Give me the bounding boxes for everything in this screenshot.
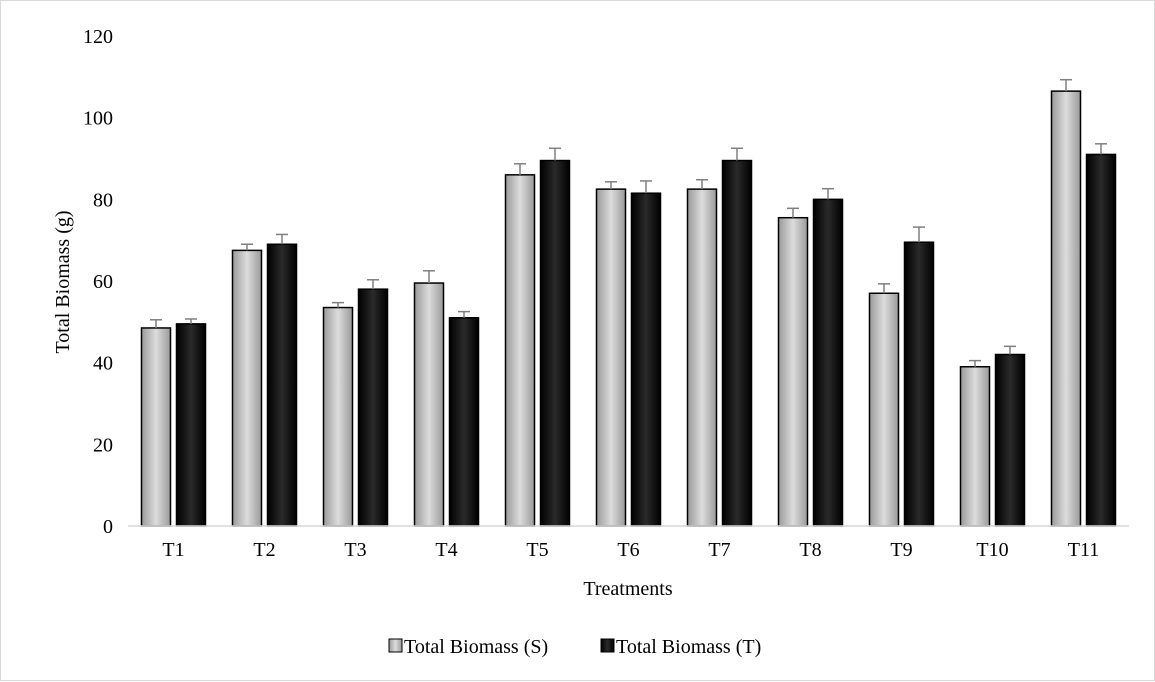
- x-tick-label: T7: [708, 539, 730, 561]
- bar-t-t7: [721, 159, 753, 527]
- y-tick-label: 20: [93, 434, 113, 456]
- y-tick-label: 60: [93, 271, 113, 293]
- legend-swatch-s: [388, 638, 403, 653]
- bar-s-t5: [504, 174, 536, 527]
- legend-swatch-t: [600, 638, 615, 653]
- bar-s-t3: [322, 306, 354, 527]
- bar-s-t2: [231, 249, 263, 527]
- bar-t-t3: [357, 288, 389, 527]
- x-tick-label: T6: [617, 539, 639, 561]
- bar-t-t5: [539, 159, 571, 527]
- bar-t-t2: [266, 243, 298, 527]
- x-axis-ticks: T1 T2 T3 T4 T5 T6 T7 T8 T9 T10 T11: [162, 539, 1099, 561]
- y-tick-label: 100: [83, 108, 113, 130]
- bars-layer: [140, 90, 1117, 527]
- y-axis-ticks: 0 20 40 60 80 100 120: [83, 26, 113, 538]
- bar-s-t4: [413, 282, 445, 527]
- bar-s-t1: [140, 327, 172, 527]
- x-tick-label: T4: [435, 539, 457, 561]
- y-tick-label: 80: [93, 189, 113, 211]
- bar-s-t8: [777, 216, 809, 527]
- x-tick-label: T9: [890, 539, 912, 561]
- bar-s-t6: [595, 188, 627, 527]
- bar-s-t7: [686, 188, 718, 527]
- legend: Total Biomass (S) Total Biomass (T): [388, 636, 761, 658]
- x-axis-title: Treatments: [583, 578, 672, 600]
- x-tick-label: T2: [253, 539, 275, 561]
- bar-t-t10: [994, 353, 1026, 527]
- bar-s-t11: [1050, 90, 1082, 527]
- y-tick-label: 40: [93, 353, 113, 375]
- legend-label-t: Total Biomass (T): [616, 636, 761, 658]
- y-tick-label: 0: [103, 516, 113, 538]
- y-axis-title: Total Biomass (g): [52, 210, 74, 353]
- legend-label-s: Total Biomass (S): [404, 636, 548, 658]
- bar-t-t11: [1085, 153, 1117, 527]
- error-bars-layer: [150, 78, 1107, 367]
- x-tick-label: T1: [162, 539, 184, 561]
- bar-t-t8: [812, 198, 844, 527]
- bar-t-t6: [630, 192, 662, 527]
- bar-t-t4: [448, 317, 480, 527]
- x-tick-label: T10: [976, 539, 1008, 561]
- bar-s-t9: [868, 292, 900, 527]
- bar-t-t9: [903, 241, 935, 527]
- y-tick-label: 120: [83, 26, 113, 48]
- x-tick-label: T5: [526, 539, 548, 561]
- x-tick-label: T3: [344, 539, 366, 561]
- x-tick-label: T11: [1068, 539, 1099, 561]
- x-tick-label: T8: [799, 539, 821, 561]
- bar-s-t10: [959, 366, 991, 527]
- bar-t-t1: [175, 323, 207, 527]
